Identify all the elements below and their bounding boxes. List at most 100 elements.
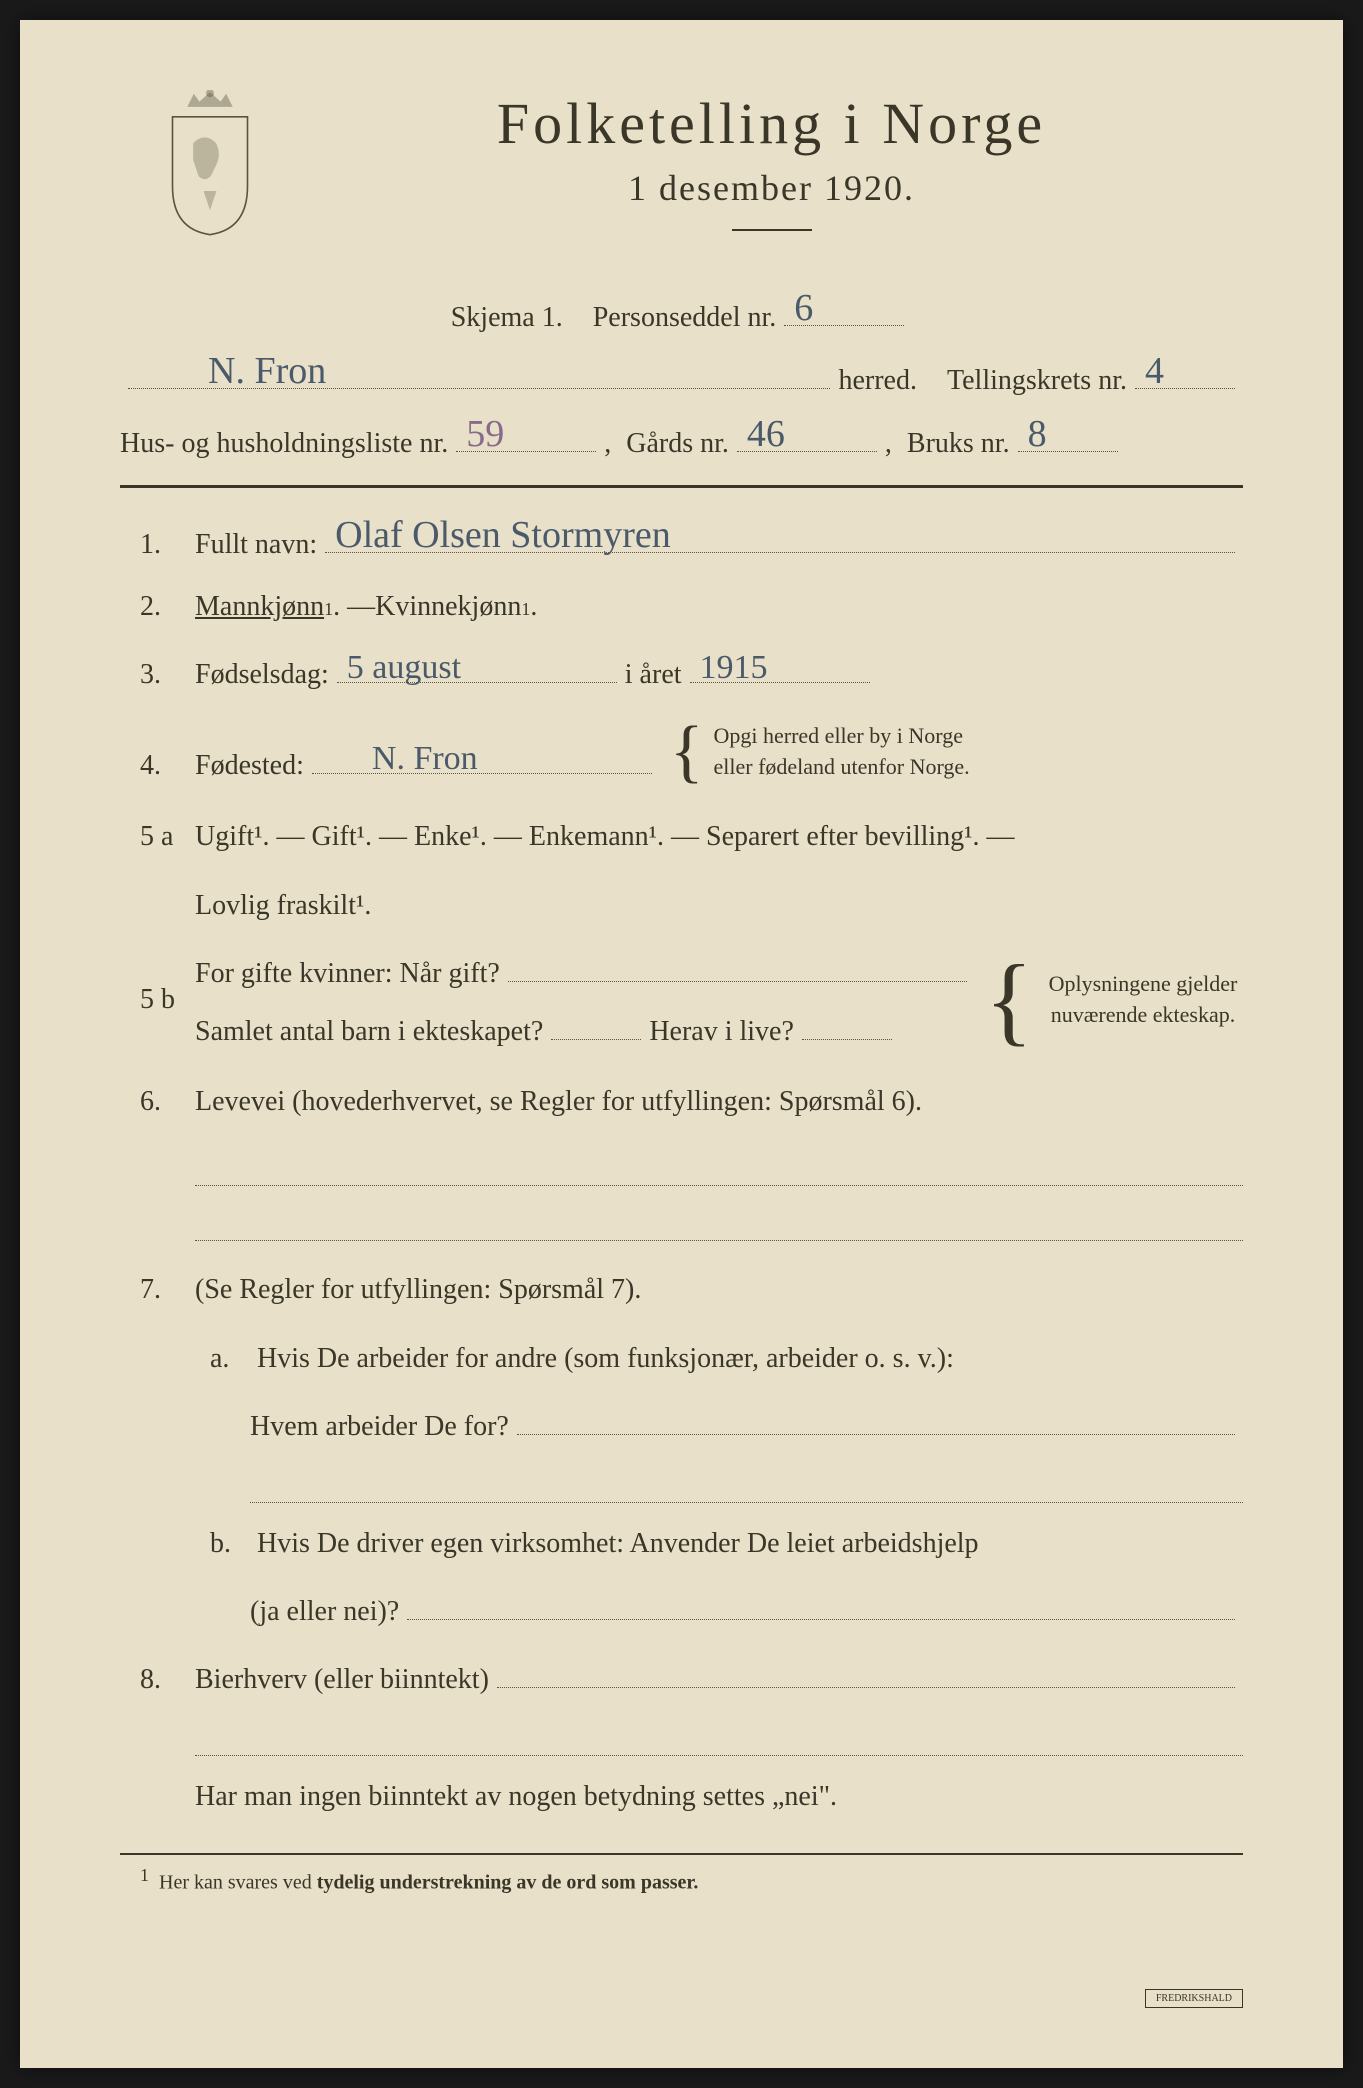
printer-stamp: FREDRIKSHALD <box>1145 1989 1243 2008</box>
q8-number: 8. <box>140 1664 195 1696</box>
q7a-line2-row: Hvem arbeider De for? <box>120 1405 1243 1443</box>
q8-label: Bierhverv (eller biinntekt) <box>195 1664 489 1696</box>
q7-text: (Se Regler for utfyllingen: Spørsmål 7). <box>195 1266 641 1314</box>
footnote-divider <box>120 1853 1243 1855</box>
herred-field: N. Fron <box>128 359 830 389</box>
q8-field <box>497 1658 1235 1688</box>
q6-row: 6. Levevei (hovederhvervet, se Regler fo… <box>120 1078 1243 1126</box>
tellingskrets-label: Tellingskrets nr. <box>947 365 1127 397</box>
bruks-field: 8 <box>1018 422 1118 452</box>
q5b-row: 5 b For gifte kvinner: Når gift? Samlet … <box>120 952 1243 1048</box>
q5b-field2 <box>551 1010 641 1040</box>
q7a-row: a. Hvis De arbeider for andre (som funks… <box>120 1343 1243 1375</box>
q7b-row: b. Hvis De driver egen virksomhet: Anven… <box>120 1528 1243 1560</box>
q7b-line1: Hvis De driver egen virksomhet: Anvender… <box>257 1528 979 1559</box>
personseddel-field: 6 <box>784 296 904 326</box>
huslist-field: 59 <box>456 422 596 452</box>
q7b-field <box>407 1590 1235 1620</box>
huslist-label: Hus- og husholdningsliste nr. <box>120 428 448 460</box>
q3-row: 3. Fødselsdag: 5 august i året 1915 <box>120 653 1243 691</box>
q5a-options: Ugift¹. — Gift¹. — Enke¹. — Enkemann¹. —… <box>195 813 1015 861</box>
q6-number: 6. <box>140 1086 195 1118</box>
q6-blank-line <box>195 1156 1243 1186</box>
coat-of-arms-icon <box>150 90 270 240</box>
tellingskrets-field: 4 <box>1135 359 1235 389</box>
stamp-text: FREDRIKSHALD <box>1156 1993 1232 2004</box>
q2-row: 2. Mannkjønn1. — Kvinnekjønn1. <box>120 591 1243 623</box>
herred-value: N. Fron <box>208 349 326 393</box>
q3-value2: 1915 <box>700 649 768 687</box>
q7-number: 7. <box>140 1274 195 1306</box>
q4-label: Fødested: <box>195 750 304 782</box>
q7a-field <box>517 1405 1235 1435</box>
q4-number: 4. <box>140 750 195 782</box>
skjema-row: Skjema 1. Personseddel nr. 6 <box>120 296 1243 334</box>
q8-blank-line <box>195 1726 1243 1756</box>
q2-number: 2. <box>140 591 195 623</box>
q4-note: Opgi herred eller by i Norge eller fødel… <box>714 721 994 783</box>
herred-row: N. Fron herred. Tellingskrets nr. 4 <box>120 359 1243 397</box>
q3-number: 3. <box>140 659 195 691</box>
q7b-letter: b. <box>210 1528 250 1560</box>
gards-value: 46 <box>747 412 785 456</box>
q5b-number: 5 b <box>140 984 195 1016</box>
title-block: Folketelling i Norge 1 desember 1920. <box>300 90 1243 266</box>
q5b-label3: Herav i live? <box>649 1016 794 1048</box>
q2-option1: Mannkjønn <box>195 591 324 623</box>
q7a-line2: Hvem arbeider De for? <box>250 1411 509 1443</box>
q1-value: Olaf Olsen Stormyren <box>335 513 671 557</box>
q1-row: 1. Fullt navn: Olaf Olsen Stormyren <box>120 523 1243 561</box>
tellingskrets-value: 4 <box>1145 349 1164 393</box>
q1-number: 1. <box>140 529 195 561</box>
bracket-icon: { <box>670 724 704 780</box>
q3-midlabel: i året <box>625 659 682 691</box>
q3-value1: 5 august <box>347 649 461 687</box>
q8-row: 8. Bierhverv (eller biinntekt) <box>120 1658 1243 1696</box>
q5b-field3 <box>802 1010 892 1040</box>
q6-text: Levevei (hovederhvervet, se Regler for u… <box>195 1078 922 1126</box>
title-divider <box>732 229 812 231</box>
bruks-label: Bruks nr. <box>907 428 1010 460</box>
q7-row: 7. (Se Regler for utfyllingen: Spørsmål … <box>120 1266 1243 1314</box>
q4-row: 4. Fødested: N. Fron { Opgi herred eller… <box>120 721 1243 783</box>
bottom-note: Har man ingen biinntekt av nogen betydni… <box>120 1781 1243 1813</box>
q1-label: Fullt navn: <box>195 529 317 561</box>
gards-field: 46 <box>737 422 877 452</box>
q1-field: Olaf Olsen Stormyren <box>325 523 1235 553</box>
q3-field2: 1915 <box>690 653 870 683</box>
q2-option2: Kvinnekjønn <box>375 591 521 623</box>
herred-label: herred. <box>838 365 917 397</box>
header-section: Folketelling i Norge 1 desember 1920. <box>120 90 1243 266</box>
subtitle: 1 desember 1920. <box>300 167 1243 209</box>
skjema-label: Skjema 1. <box>451 302 563 334</box>
top-fields-section: Skjema 1. Personseddel nr. 6 N. Fron her… <box>120 296 1243 460</box>
personseddel-label: Personseddel nr. <box>593 302 777 334</box>
q5b-label2: Samlet antal barn i ekteskapet? <box>195 1016 543 1048</box>
q3-field1: 5 august <box>337 653 617 683</box>
footnote-text: 1 Her kan svares ved tydelig understrekn… <box>120 1865 1243 1895</box>
q7a-blank-line <box>250 1473 1243 1503</box>
q5b-note: Oplysningene gjelder nuværende ekteskap. <box>1043 969 1243 1031</box>
q5b-label1: For gifte kvinner: Når gift? <box>195 958 500 990</box>
q7a-letter: a. <box>210 1343 250 1375</box>
q5a-line2: Lovlig fraskilt¹. <box>120 890 1243 922</box>
q7a-line1: Hvis De arbeider for andre (som funksjon… <box>257 1343 954 1374</box>
q6-blank-line2 <box>195 1211 1243 1241</box>
q5a-row: 5 a Ugift¹. — Gift¹. — Enke¹. — Enkemann… <box>120 813 1243 861</box>
bracket-icon: { <box>985 960 1033 1040</box>
main-title: Folketelling i Norge <box>300 90 1243 157</box>
personseddel-value: 6 <box>794 286 813 330</box>
gards-label: Gårds nr. <box>626 428 729 460</box>
q4-field: N. Fron <box>312 744 652 774</box>
section-divider <box>120 485 1243 488</box>
q3-label: Fødselsdag: <box>195 659 329 691</box>
huslist-row: Hus- og husholdningsliste nr. 59 , Gårds… <box>120 422 1243 460</box>
q7b-line2: (ja eller nei)? <box>250 1596 399 1628</box>
q7b-line2-row: (ja eller nei)? <box>120 1590 1243 1628</box>
census-form-document: Folketelling i Norge 1 desember 1920. Sk… <box>20 20 1343 2068</box>
q5b-field1 <box>508 952 967 982</box>
huslist-value: 59 <box>466 412 504 456</box>
q5a-number: 5 a <box>140 821 195 853</box>
bruks-value: 8 <box>1028 412 1047 456</box>
q4-value: N. Fron <box>372 740 478 778</box>
